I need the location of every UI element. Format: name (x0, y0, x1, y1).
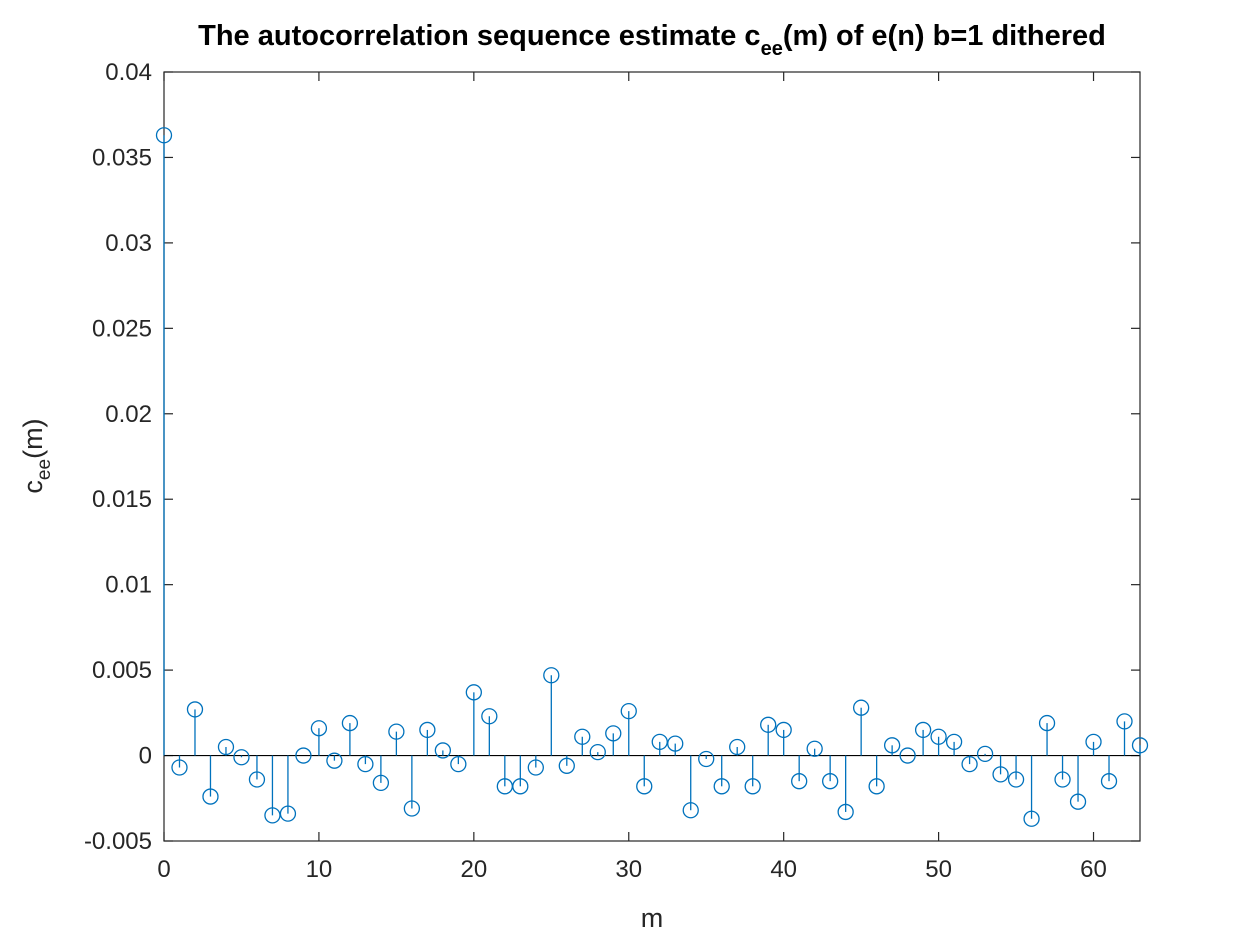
x-tick-label: 10 (306, 856, 333, 883)
x-tick-label: 50 (925, 856, 952, 883)
stem-marker (279, 805, 297, 822)
stem-marker (264, 807, 281, 824)
y-tick-label: 0.005 (92, 657, 152, 684)
chart-title-main: The autocorrelation sequence estimate c (198, 20, 760, 52)
stem-marker (341, 714, 359, 732)
stem-marker (744, 778, 761, 795)
y-tick-labels: -0.005 0 0.005 0.01 0.015 0.02 0.025 0.03 0.035 0… (84, 59, 152, 855)
stem-marker (852, 699, 870, 716)
stem-marker (1085, 733, 1102, 751)
chart-title-rest: (m) of e(n) b=1 dithered (783, 20, 1106, 52)
stem-marker (558, 757, 575, 774)
stem-marker (512, 778, 529, 795)
stem-marker (806, 740, 823, 757)
stem-marker (791, 773, 808, 790)
stem-marker (450, 755, 467, 773)
stem-marker (682, 802, 699, 819)
stem-marker (760, 716, 777, 733)
x-axis-label: m (641, 903, 664, 933)
stem-marker (155, 127, 173, 144)
stem-marker (574, 728, 591, 745)
tick-marks (163, 71, 1140, 842)
stem-marker (961, 755, 978, 773)
stem-marker (372, 774, 390, 792)
y-tick-label: 0.035 (92, 144, 152, 171)
stem-marker (1116, 713, 1133, 730)
stem-marker (1069, 793, 1087, 810)
y-tick-label: 0.025 (92, 315, 152, 342)
y-axis-label-rest: (m) (18, 418, 48, 458)
stem-marker (481, 708, 498, 725)
y-tick-label: 0.01 (105, 572, 152, 599)
stem-marker (403, 800, 421, 817)
stem-marker (636, 778, 653, 795)
stem-marker (899, 747, 916, 764)
stem-marker (945, 733, 963, 751)
x-tick-label: 30 (615, 856, 642, 883)
stem-marker (1007, 771, 1025, 788)
stem-marker (186, 701, 204, 718)
stem-marker (310, 720, 328, 737)
stem-marker (465, 684, 482, 701)
y-axis-label-main: c (18, 480, 48, 494)
y-axis-label: cee(m) (18, 418, 55, 493)
stem-marker (883, 737, 901, 754)
stem-marker (698, 750, 715, 768)
stem-marker (1038, 714, 1056, 732)
stem-marker (605, 725, 622, 742)
stem-marker (326, 752, 343, 769)
stem-marker (1131, 737, 1149, 754)
y-tick-label: 0 (139, 743, 152, 770)
y-tick-label: 0.03 (105, 230, 152, 257)
y-tick-label: 0.02 (105, 401, 152, 428)
stem-marker (822, 773, 839, 790)
stem-marker (620, 702, 637, 720)
stem-marker (217, 738, 235, 756)
stem-marker (868, 778, 885, 795)
stem-marker (434, 742, 452, 759)
x-tick-label: 40 (770, 856, 797, 883)
stem-marker (1100, 773, 1118, 790)
stem-marker (713, 778, 730, 795)
x-tick-label: 60 (1080, 856, 1107, 883)
x-tick-label: 20 (460, 856, 487, 883)
stem-marker (171, 759, 188, 776)
x-tick-label: 0 (157, 856, 170, 883)
stem-marker (837, 803, 854, 821)
y-axis-label-subscript: ee (34, 459, 55, 480)
stem-marker (914, 721, 932, 739)
y-tick-label: 0.04 (105, 59, 152, 86)
x-tick-labels: 0 10 20 30 40 50 60 (157, 856, 1107, 883)
stem-marker (233, 749, 250, 766)
stem-marker (651, 733, 668, 751)
stem-marker (527, 759, 544, 776)
stem-marker (202, 788, 219, 805)
stem-marker (357, 755, 374, 773)
stem-marker (775, 721, 792, 739)
stem-marker (930, 728, 947, 745)
stem-marker (388, 723, 405, 740)
y-tick-label: -0.005 (84, 828, 152, 855)
stem-marker (992, 766, 1009, 783)
stem-marker (295, 747, 312, 764)
stem-marker (667, 735, 684, 752)
stem-marker (589, 743, 606, 761)
stem-marker (729, 738, 746, 756)
stem-series (155, 127, 1149, 827)
stem-marker (1023, 810, 1040, 827)
stem-marker (248, 771, 266, 788)
chart-title: The autocorrelation sequence estimate ce… (198, 20, 1106, 60)
stem-marker (1054, 771, 1071, 788)
stem-marker (419, 721, 436, 739)
stem-marker (976, 745, 994, 762)
chart-title-subscript: ee (761, 38, 783, 60)
stem-marker (543, 667, 560, 684)
y-tick-label: 0.015 (92, 486, 152, 513)
